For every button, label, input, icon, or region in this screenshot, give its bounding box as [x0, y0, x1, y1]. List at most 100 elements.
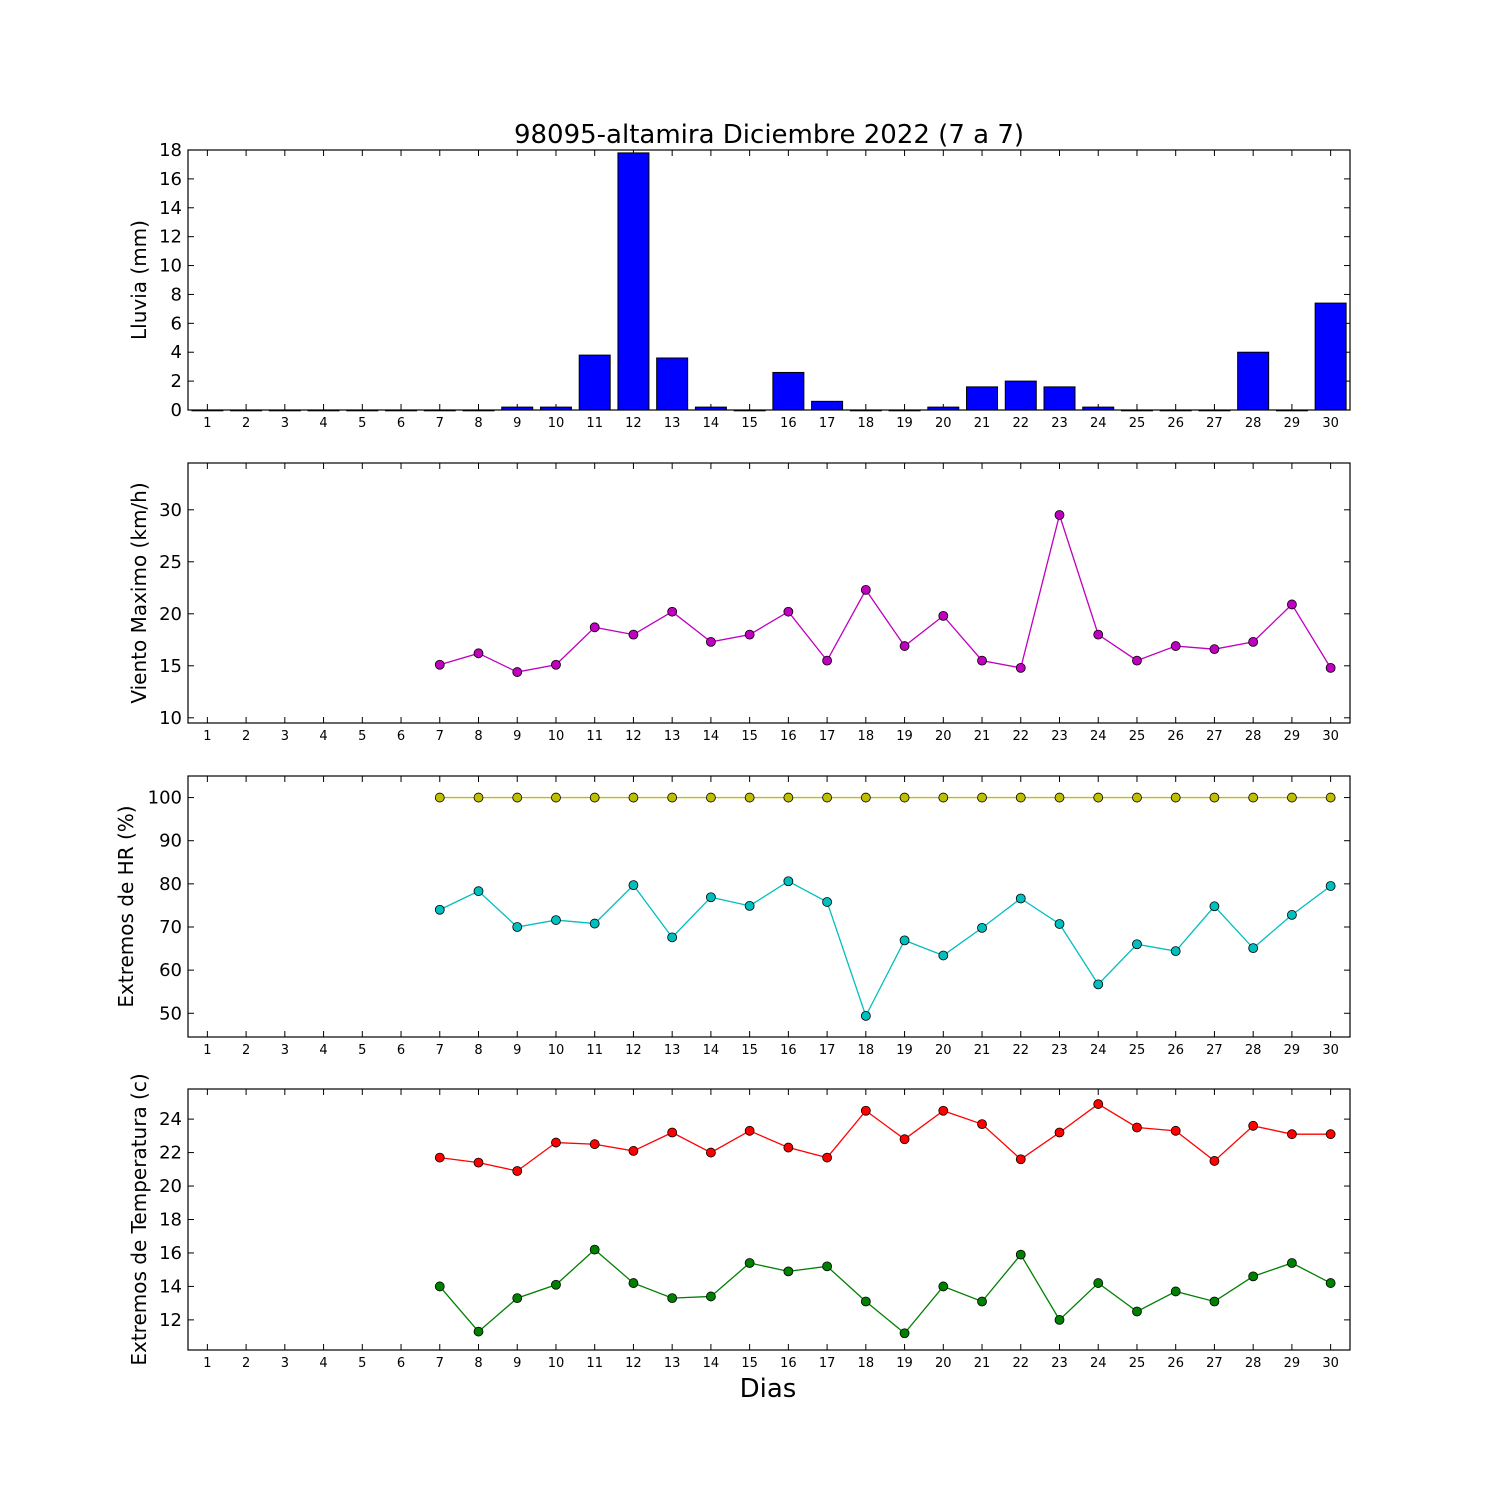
- bar-day-20: [927, 406, 960, 411]
- series-2-point-day-25: [1132, 939, 1142, 950]
- series-1-point-day-21: [977, 655, 987, 666]
- x-tick-label: 21: [974, 1356, 991, 1371]
- y-tick-label: 6: [171, 313, 182, 334]
- x-tick-label: 27: [1206, 1356, 1223, 1371]
- series-1-point-day-23: [1054, 510, 1065, 520]
- bar-day-22: [1004, 380, 1037, 411]
- x-tick-label: 3: [281, 1043, 289, 1058]
- series-2-point-day-23: [1054, 919, 1065, 929]
- series-2-point-day-9: [512, 1293, 523, 1304]
- x-tick-label: 5: [358, 416, 366, 431]
- series-2-point-day-27: [1209, 1296, 1220, 1307]
- series-1-point-day-19: [899, 641, 910, 651]
- x-tick-label: 11: [586, 1043, 603, 1058]
- x-tick-label: 23: [1051, 416, 1068, 431]
- series-2-point-day-15: [744, 1258, 755, 1268]
- x-tick-label: 1: [203, 1356, 211, 1371]
- series-2-point-day-24: [1093, 979, 1104, 990]
- series-2-point-day-14: [706, 1291, 716, 1302]
- series-1-point-day-28: [1248, 636, 1259, 647]
- x-tick-label: 15: [741, 729, 758, 744]
- x-tick-label: 13: [664, 416, 681, 431]
- series-1-point-day-17: [822, 655, 832, 666]
- series-1-point-day-29: [1287, 599, 1297, 610]
- series-1-point-day-13: [667, 1127, 678, 1138]
- series-line-1: [439, 512, 1332, 673]
- series-2-point-day-15: [744, 900, 755, 911]
- y-tick-label: 15: [159, 656, 182, 677]
- series-1-point-day-24: [1093, 629, 1104, 640]
- x-tick-label: 29: [1284, 1043, 1301, 1058]
- bar-day-17: [811, 400, 844, 411]
- y-tick-label: 14: [159, 198, 182, 219]
- y-tick-label: 22: [159, 1143, 182, 1164]
- series-1-point-day-7: [434, 659, 445, 670]
- series-1-point-day-13: [667, 606, 678, 617]
- x-tick-label: 18: [858, 416, 875, 431]
- x-tick-label: 29: [1284, 1356, 1301, 1371]
- y-tick-label: 4: [171, 342, 182, 363]
- x-tick-label: 28: [1245, 729, 1262, 744]
- x-tick-label: 11: [586, 1356, 603, 1371]
- series-2-point-day-7: [434, 1281, 445, 1292]
- x-tick-label: 12: [625, 1043, 642, 1058]
- x-tick-label: 24: [1090, 1043, 1107, 1058]
- series-2-point-day-13: [667, 932, 678, 943]
- x-tick-label: 28: [1245, 1356, 1262, 1371]
- series-2-point-day-7: [434, 904, 445, 915]
- x-tick-label: 27: [1206, 729, 1223, 744]
- x-tick-label: 1: [203, 1043, 211, 1058]
- series-1-point-day-8: [473, 792, 484, 803]
- x-tick-label: 16: [780, 729, 797, 744]
- x-tick-label: 11: [586, 729, 603, 744]
- series-1-point-day-28: [1248, 1120, 1259, 1131]
- series-1-point-day-24: [1093, 1099, 1104, 1109]
- series-2-point-day-30: [1325, 881, 1336, 891]
- bar-day-2: [230, 409, 263, 412]
- bar-day-28: [1237, 351, 1270, 411]
- x-axis-label: Dias: [740, 1374, 797, 1404]
- x-tick-label: 15: [741, 416, 758, 431]
- bar-day-21: [966, 386, 999, 411]
- x-tick-label: 3: [281, 1356, 289, 1371]
- x-tick-label: 30: [1322, 1356, 1339, 1371]
- x-tick-label: 2: [242, 1043, 250, 1058]
- plot-frame: [187, 775, 1351, 1038]
- series-1-point-day-10: [551, 792, 561, 803]
- series-1-point-day-18: [860, 792, 871, 803]
- x-tick-label: 3: [281, 416, 289, 431]
- x-tick-label: 20: [935, 416, 952, 431]
- series-2-point-day-16: [783, 1266, 794, 1277]
- series-1-point-day-25: [1132, 792, 1142, 803]
- series-2-point-day-19: [899, 1328, 910, 1339]
- x-tick-label: 3: [281, 729, 289, 744]
- series-2-point-day-26: [1170, 1286, 1181, 1297]
- series-1-point-day-7: [434, 1152, 445, 1163]
- series-2-point-day-26: [1170, 946, 1181, 957]
- series-1-point-day-23: [1054, 1127, 1065, 1138]
- y-tick-label: 12: [159, 227, 182, 248]
- series-1-point-day-16: [783, 606, 794, 617]
- y-tick-label: 20: [159, 1176, 182, 1197]
- bar-day-14: [694, 406, 727, 411]
- series-1-point-day-26: [1170, 792, 1181, 803]
- x-tick-label: 5: [358, 729, 366, 744]
- series-2-point-day-25: [1132, 1306, 1142, 1317]
- x-tick-label: 1: [203, 729, 211, 744]
- y-tick-label: 20: [159, 604, 182, 625]
- x-tick-label: 19: [896, 416, 913, 431]
- x-tick-label: 21: [974, 1043, 991, 1058]
- x-tick-label: 6: [397, 1356, 405, 1371]
- series-2-point-day-8: [473, 1326, 484, 1337]
- x-tick-label: 10: [548, 1043, 565, 1058]
- series-2-point-day-10: [551, 1279, 561, 1290]
- figure-title: 98095-altamira Diciembre 2022 (7 a 7): [514, 120, 1024, 150]
- x-tick-label: 17: [819, 1356, 836, 1371]
- series-1-point-day-12: [628, 792, 639, 803]
- bar-day-30: [1314, 302, 1347, 411]
- x-tick-label: 7: [436, 729, 444, 744]
- series-1-point-day-18: [860, 584, 871, 595]
- x-tick-label: 5: [358, 1043, 366, 1058]
- series-1-point-day-19: [899, 792, 910, 803]
- series-1-point-day-26: [1170, 641, 1181, 651]
